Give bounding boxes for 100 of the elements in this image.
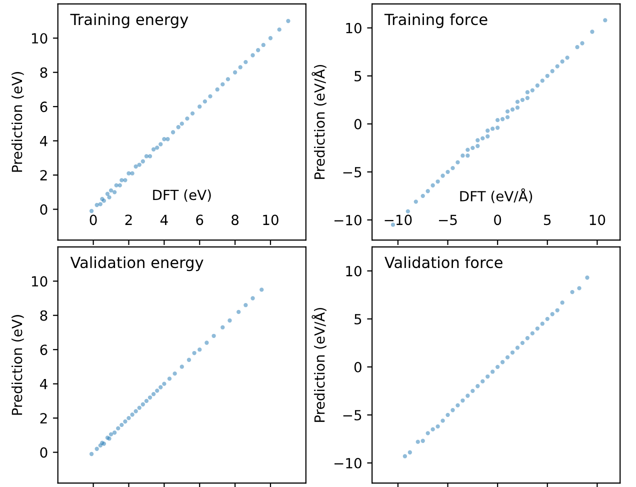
y-tick-label: 6 <box>40 102 48 112</box>
point <box>162 137 166 142</box>
point <box>555 308 560 312</box>
point <box>204 340 209 345</box>
y-axis-title: Prediction (eV/Å) <box>312 64 326 179</box>
x-tick-label: 2 <box>125 214 132 225</box>
point <box>486 128 490 133</box>
point <box>107 195 112 200</box>
x-tick-label: 10 <box>590 214 606 226</box>
point <box>456 403 460 408</box>
point <box>144 154 149 158</box>
point <box>155 146 160 150</box>
point <box>130 171 134 176</box>
point <box>495 364 500 370</box>
point <box>212 334 216 338</box>
point <box>144 398 149 404</box>
point <box>560 300 564 305</box>
point <box>151 147 156 152</box>
point <box>603 18 608 22</box>
point <box>155 388 160 393</box>
point <box>480 136 485 140</box>
point <box>170 130 176 134</box>
point <box>94 202 99 208</box>
point <box>510 350 515 355</box>
point <box>148 395 152 400</box>
point <box>126 416 131 420</box>
point <box>148 154 152 158</box>
x-tick-label: 5 <box>544 214 551 226</box>
point <box>436 424 440 429</box>
x-axis-title: DFT (eV/Å) <box>460 188 532 204</box>
y-tick-label: 10 <box>346 266 362 276</box>
point <box>277 27 282 32</box>
y-axis-title: Prediction (eV) <box>11 72 24 172</box>
point <box>460 398 465 403</box>
y-tick-label: 0 <box>354 118 362 130</box>
x-tick-label: 10 <box>263 214 278 226</box>
point <box>590 30 594 34</box>
point <box>98 202 102 206</box>
point <box>140 159 145 164</box>
point <box>126 171 131 176</box>
point <box>123 178 128 182</box>
point <box>520 340 525 346</box>
y-tick-label: 5 <box>354 314 362 324</box>
point <box>456 160 460 164</box>
text: Validation force <box>384 256 502 268</box>
point <box>505 355 510 360</box>
x-tick-label: 8 <box>232 214 239 226</box>
point <box>476 384 480 388</box>
x-tick-label: 4 <box>160 214 168 225</box>
point <box>232 70 238 74</box>
point <box>180 122 184 126</box>
point <box>490 126 495 131</box>
point <box>158 385 163 390</box>
point <box>500 117 505 122</box>
y-tick-label: 2 <box>40 413 47 424</box>
point <box>268 36 273 40</box>
point <box>426 431 430 436</box>
point <box>176 125 180 130</box>
point <box>555 64 560 68</box>
point <box>162 382 166 386</box>
point <box>202 99 208 104</box>
point <box>406 209 410 214</box>
point <box>130 412 134 417</box>
point <box>530 88 535 92</box>
point <box>575 45 580 50</box>
point <box>180 364 184 369</box>
point <box>402 454 408 458</box>
point <box>466 394 470 398</box>
point <box>198 104 202 109</box>
point <box>89 452 94 456</box>
point <box>158 142 163 146</box>
point <box>94 446 99 451</box>
point <box>172 371 177 376</box>
y-tick-label: 10 <box>32 276 48 287</box>
point <box>220 325 225 330</box>
point <box>120 422 124 427</box>
point <box>525 90 530 94</box>
point <box>486 134 490 138</box>
point <box>286 18 290 24</box>
text: Training force <box>384 13 488 28</box>
point <box>476 138 480 142</box>
point <box>490 370 495 374</box>
point <box>151 392 156 396</box>
point <box>198 348 202 352</box>
y-tick-label: 8 <box>40 67 48 78</box>
point <box>420 194 425 198</box>
point <box>560 59 564 64</box>
point <box>244 303 248 308</box>
y-tick-label: 6 <box>40 344 48 356</box>
point <box>167 376 172 381</box>
text: Validation energy <box>70 256 204 272</box>
point <box>236 310 241 314</box>
text: Training energy <box>70 13 188 28</box>
point <box>515 100 520 104</box>
point <box>108 432 114 436</box>
point <box>260 288 264 292</box>
point <box>500 360 505 364</box>
point <box>112 190 117 194</box>
y-tick-label: 4 <box>40 378 48 390</box>
point <box>89 208 94 214</box>
